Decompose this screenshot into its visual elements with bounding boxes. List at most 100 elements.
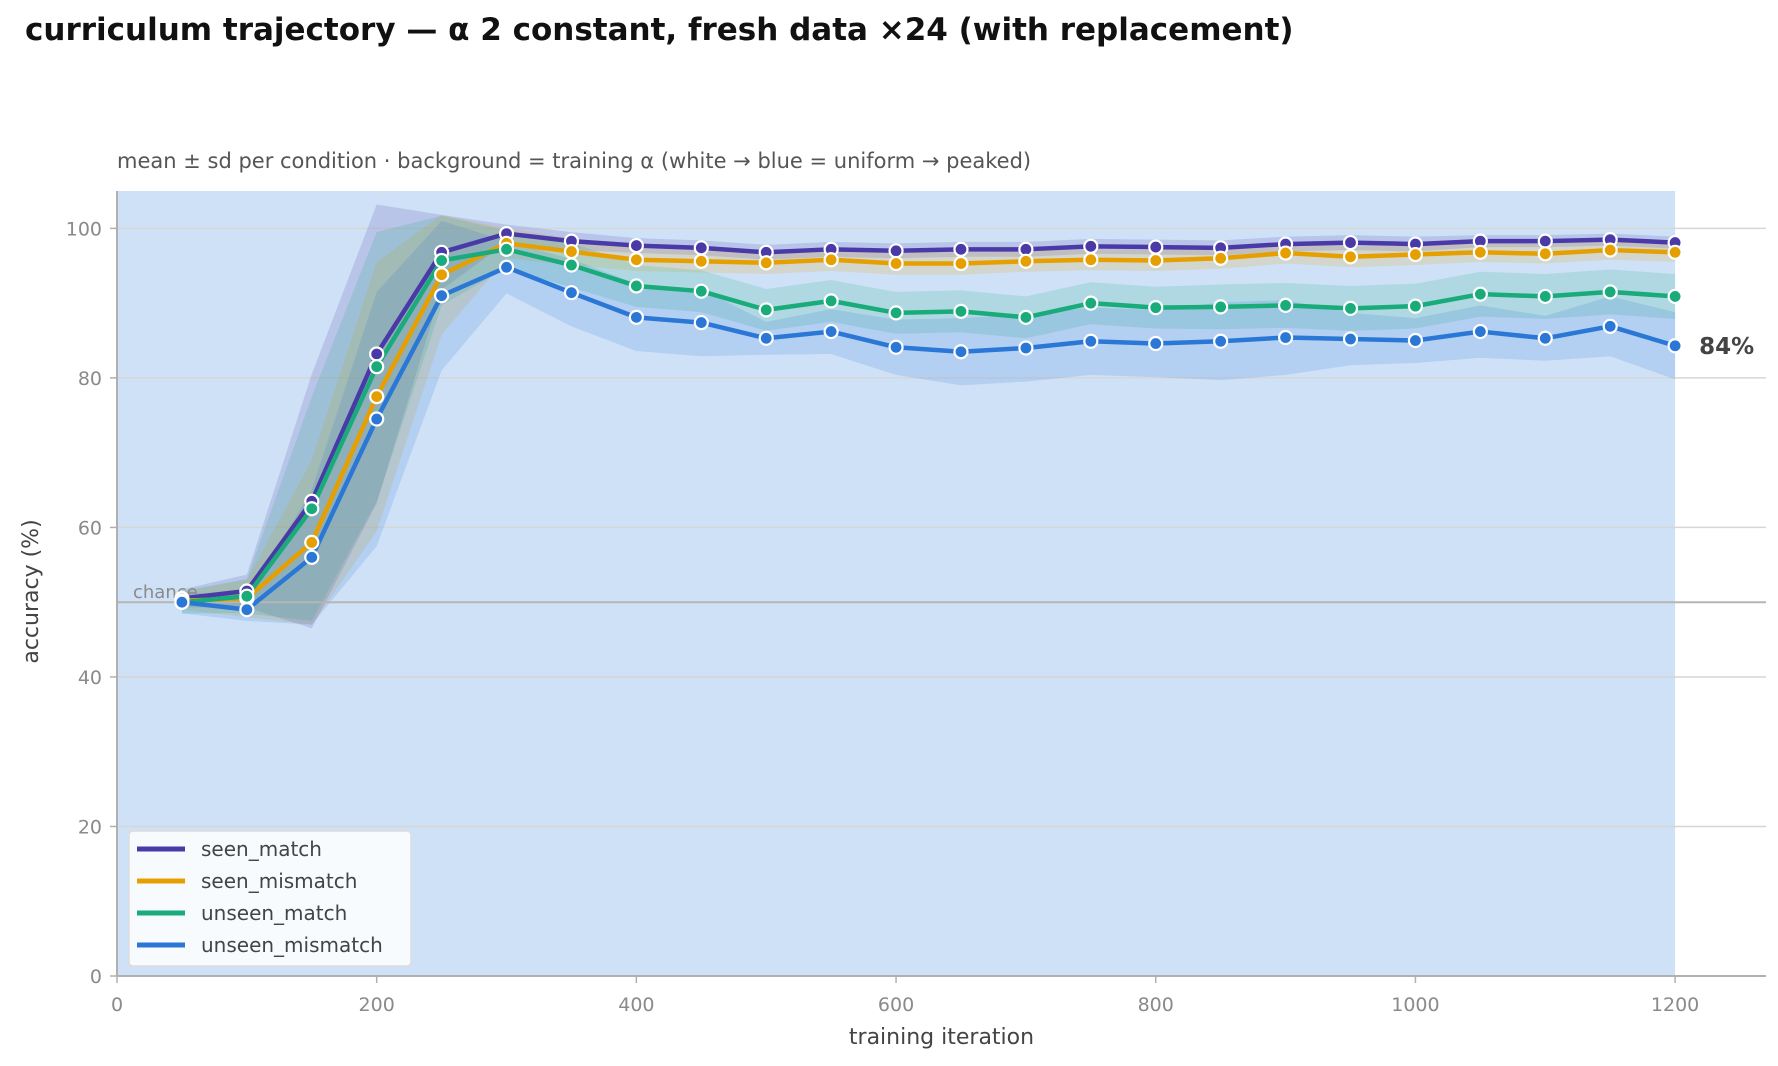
data-point-seen_mismatch xyxy=(693,253,709,269)
data-point-unseen_mismatch xyxy=(304,549,320,565)
data-point-unseen_mismatch xyxy=(239,602,255,618)
axes-layer xyxy=(116,191,1766,977)
data-point-seen_mismatch xyxy=(1407,246,1424,263)
data-point-unseen_match xyxy=(1537,288,1553,305)
data-point-unseen_match xyxy=(1148,300,1164,316)
data-point-unseen_mismatch xyxy=(1213,333,1229,349)
data-point-unseen_mismatch xyxy=(823,323,839,340)
data-point-seen_match xyxy=(1342,234,1359,251)
data-point-unseen_match xyxy=(369,359,385,375)
data-point-unseen_mismatch xyxy=(1602,318,1618,334)
data-point-seen_mismatch xyxy=(1472,244,1488,260)
data-point-unseen_match xyxy=(434,252,450,269)
y-axis-label: accuracy (%) xyxy=(19,519,44,663)
x-axis-label: training iteration xyxy=(849,1025,1034,1050)
data-point-seen_mismatch xyxy=(434,267,450,283)
legend-entry-seen_mismatch: seen_mismatch xyxy=(201,869,357,893)
data-points-layer xyxy=(174,226,1683,618)
sd-band-seen_match xyxy=(181,204,1676,629)
chart-subtitle: mean ± sd per condition · background = t… xyxy=(117,149,1031,173)
data-point-seen_mismatch xyxy=(563,243,580,260)
data-point-unseen_match xyxy=(1277,297,1294,313)
series-line-seen_mismatch xyxy=(179,241,1678,603)
data-point-unseen_mismatch xyxy=(434,288,450,304)
data-point-unseen_mismatch xyxy=(758,330,774,346)
data-point-seen_mismatch xyxy=(369,388,385,405)
data-point-seen_mismatch xyxy=(1213,250,1229,266)
x-tick-label: 600 xyxy=(878,994,914,1016)
y-tick-label: 80 xyxy=(78,368,102,390)
data-point-seen_mismatch xyxy=(1018,253,1034,269)
data-point-unseen_match xyxy=(1602,284,1618,300)
data-point-unseen_match xyxy=(1213,299,1229,315)
data-point-unseen_match xyxy=(563,257,580,273)
x-tick-label: 200 xyxy=(359,994,395,1016)
data-point-seen_match xyxy=(628,237,644,254)
data-point-seen_mismatch xyxy=(628,252,644,268)
data-point-unseen_match xyxy=(693,283,709,299)
legend: seen_match seen_mismatch unseen_matchunsee… xyxy=(128,830,412,967)
data-point-unseen_mismatch xyxy=(888,339,904,355)
series-line-unseen_mismatch xyxy=(179,265,1678,612)
x-tick-label: 400 xyxy=(618,994,654,1016)
sd-bands-layer xyxy=(181,204,1676,629)
data-point-seen_mismatch xyxy=(1148,252,1164,269)
series-line-seen_match xyxy=(179,231,1678,601)
data-point-unseen_match xyxy=(953,303,969,319)
data-point-seen_match xyxy=(1083,238,1099,254)
data-point-seen_mismatch xyxy=(1342,249,1359,265)
data-point-unseen_match xyxy=(1407,298,1424,314)
legend-box xyxy=(128,830,412,967)
chart-title: curriculum trajectory — α 2 constant, fr… xyxy=(25,12,1294,48)
y-tick-label: 20 xyxy=(78,816,102,838)
data-point-unseen_match xyxy=(628,278,644,294)
data-point-unseen_match xyxy=(1342,300,1359,316)
y-tick-label: 100 xyxy=(66,218,102,240)
grid-layer xyxy=(117,227,1766,828)
data-point-unseen_match xyxy=(1018,309,1034,325)
legend-entry-unseen_match: unseen_match xyxy=(201,901,347,925)
legend-entry-seen_match: seen_match xyxy=(201,837,322,861)
data-point-unseen_match xyxy=(239,588,255,604)
data-point-unseen_mismatch xyxy=(1667,338,1683,354)
data-point-unseen_mismatch xyxy=(174,594,190,610)
data-point-unseen_match xyxy=(888,305,904,321)
data-point-unseen_mismatch xyxy=(1537,330,1553,346)
data-point-seen_match xyxy=(1148,239,1164,255)
data-point-unseen_match xyxy=(1083,295,1099,311)
data-point-unseen_mismatch xyxy=(1342,331,1359,347)
legend-entry-unseen_mismatch: unseen_mismatch xyxy=(201,933,383,957)
data-point-unseen_match xyxy=(1667,288,1683,305)
data-point-unseen_mismatch xyxy=(1148,335,1164,352)
data-point-unseen_mismatch xyxy=(1407,332,1424,349)
end-value-label: 84% xyxy=(1699,334,1754,360)
data-point-seen_mismatch xyxy=(304,534,320,550)
data-point-unseen_mismatch xyxy=(628,309,644,325)
data-point-seen_mismatch xyxy=(1667,244,1683,260)
data-point-unseen_mismatch xyxy=(498,259,515,275)
data-point-unseen_mismatch xyxy=(1472,323,1488,340)
data-point-seen_mismatch xyxy=(1277,245,1294,261)
x-tick-label: 800 xyxy=(1138,994,1174,1016)
data-point-unseen_mismatch xyxy=(693,314,709,331)
x-tick-label: 1200 xyxy=(1651,994,1699,1016)
data-point-unseen_mismatch xyxy=(1083,333,1099,349)
data-point-seen_mismatch xyxy=(1602,242,1618,258)
data-point-seen_match xyxy=(888,243,904,259)
series-line-unseen_match xyxy=(179,247,1678,605)
x-tick-label: 0 xyxy=(111,994,123,1016)
data-point-seen_mismatch xyxy=(953,255,969,272)
data-point-unseen_mismatch xyxy=(1018,340,1034,356)
data-point-seen_mismatch xyxy=(888,255,904,272)
y-tick-label: 0 xyxy=(90,966,102,988)
sd-band-seen_mismatch xyxy=(181,214,1676,625)
data-point-unseen_mismatch xyxy=(953,344,969,360)
data-point-seen_mismatch xyxy=(758,255,774,271)
y-tick-label: 40 xyxy=(78,667,102,689)
data-point-unseen_mismatch xyxy=(1277,329,1294,346)
data-point-seen_match xyxy=(953,241,969,257)
sd-band-unseen_match xyxy=(181,215,1676,621)
x-tick-label: 1000 xyxy=(1391,994,1439,1016)
y-tick-label: 60 xyxy=(78,517,102,539)
data-point-seen_match xyxy=(369,346,385,362)
